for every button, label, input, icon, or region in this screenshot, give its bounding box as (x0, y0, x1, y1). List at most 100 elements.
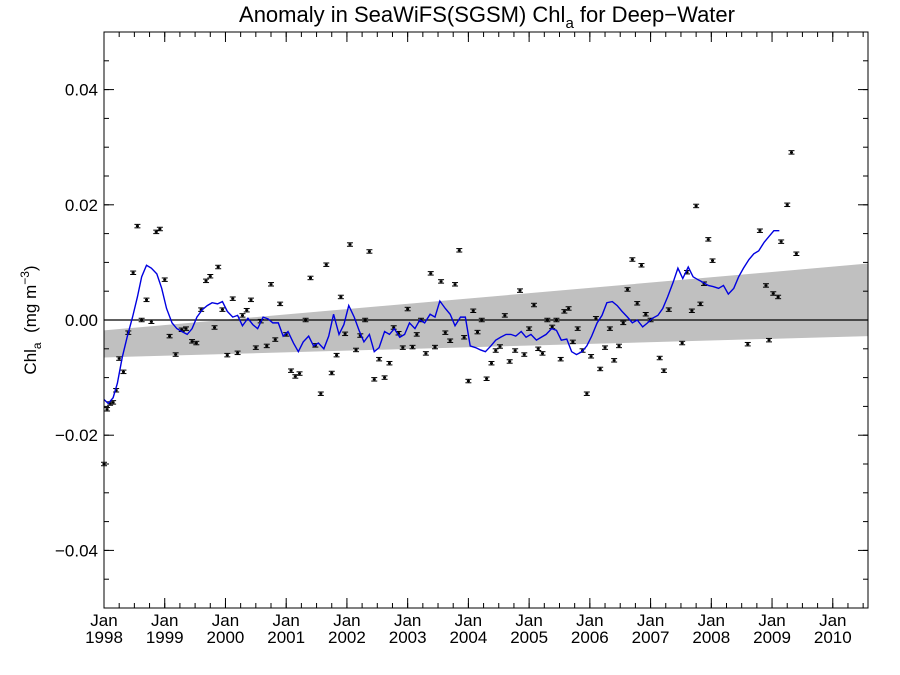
anomaly-point (784, 202, 791, 208)
point-marker (236, 351, 240, 354)
anomaly-point (404, 306, 411, 312)
point-marker (358, 334, 362, 337)
point-marker (711, 259, 715, 262)
point-marker (508, 360, 512, 363)
point-marker (319, 392, 323, 395)
x-tick-month: Jan (333, 611, 360, 630)
anomaly-point (656, 355, 663, 361)
point-marker (779, 240, 783, 243)
anomaly-point (616, 343, 623, 349)
ylabel-subscript: a (30, 342, 44, 349)
title-rest: for Deep−Water (574, 2, 735, 27)
anomaly-point (544, 317, 551, 323)
anomaly-point (526, 326, 533, 331)
anomaly-point (422, 351, 429, 356)
anomaly-point (470, 308, 477, 314)
point-marker (415, 333, 419, 336)
x-tick-year: 2001 (267, 628, 305, 647)
y-axis: 0.04 0.02 0.00 −0.02 −0.04 (55, 31, 868, 609)
anomaly-point (535, 346, 542, 352)
anomaly-point (239, 313, 246, 318)
point-marker (184, 327, 188, 330)
point-marker (284, 333, 288, 336)
point-marker (180, 328, 184, 331)
point-marker (298, 372, 302, 375)
point-marker (567, 307, 571, 310)
anomaly-point (452, 282, 459, 287)
anomaly-point (642, 312, 649, 317)
anomaly-point (323, 262, 330, 267)
point-marker (489, 362, 493, 365)
anomaly-point (234, 350, 241, 356)
point-marker (494, 349, 498, 352)
anomaly-point (478, 317, 485, 323)
anomaly-point (277, 301, 284, 307)
anomaly-point (474, 329, 481, 335)
anomaly-point (292, 374, 299, 379)
point-marker (698, 302, 702, 305)
anomaly-point (409, 344, 416, 350)
point-marker (522, 353, 526, 356)
point-marker (771, 292, 775, 295)
x-tick-year: 2008 (692, 628, 730, 647)
point-marker (387, 362, 391, 365)
point-marker (293, 375, 297, 378)
anomaly-point (215, 264, 222, 270)
monthly-anomaly-points (101, 150, 800, 467)
point-marker (278, 302, 282, 305)
point-marker (443, 331, 447, 334)
anomaly-point (362, 317, 369, 323)
point-marker (594, 317, 598, 320)
chart-title: Anomaly in SeaWiFS(SGSM) Chla for Deep−W… (239, 2, 735, 32)
point-marker (789, 151, 793, 154)
point-marker (764, 284, 768, 287)
point-marker (135, 225, 139, 228)
anomaly-point (353, 347, 360, 353)
ylabel-main: Chl (21, 349, 40, 375)
anomaly-point (697, 301, 704, 307)
point-marker (168, 335, 172, 338)
anomaly-point (172, 352, 179, 357)
point-marker (289, 369, 293, 372)
point-marker (433, 346, 437, 349)
anomaly-point (688, 308, 695, 314)
point-marker (145, 298, 149, 301)
anomaly-point (143, 297, 150, 303)
anomaly-point (243, 307, 250, 313)
point-marker (475, 331, 479, 334)
anomaly-point (775, 294, 782, 300)
point-marker (363, 319, 367, 321)
anomaly-point (705, 237, 712, 242)
point-marker (658, 357, 662, 360)
point-marker (644, 313, 648, 316)
anomaly-point (553, 317, 560, 323)
point-marker (758, 229, 762, 232)
anomaly-point (333, 352, 340, 358)
point-marker (680, 342, 684, 345)
anomaly-point (252, 345, 259, 350)
point-marker (540, 352, 544, 355)
anomaly-point (629, 257, 636, 262)
x-tick-month: Jan (698, 611, 725, 630)
anomaly-point (427, 271, 434, 276)
anomaly-point (130, 270, 137, 275)
point-marker (598, 367, 602, 370)
point-marker (746, 343, 750, 346)
anomaly-point (211, 325, 218, 330)
anomaly-point (156, 226, 163, 232)
x-tick-month: Jan (151, 611, 178, 630)
point-marker (554, 319, 558, 321)
point-marker (335, 354, 339, 357)
anomaly-point (624, 287, 631, 292)
anomaly-point (793, 251, 800, 256)
anomaly-point (182, 326, 189, 331)
point-marker (589, 355, 593, 358)
anomaly-point (438, 279, 445, 284)
x-tick-month: Jan (637, 611, 664, 630)
point-marker (121, 370, 125, 373)
point-marker (571, 340, 575, 343)
anomaly-point (288, 368, 295, 373)
point-marker (208, 275, 212, 278)
point-marker (140, 319, 144, 321)
anomaly-point (413, 332, 420, 337)
